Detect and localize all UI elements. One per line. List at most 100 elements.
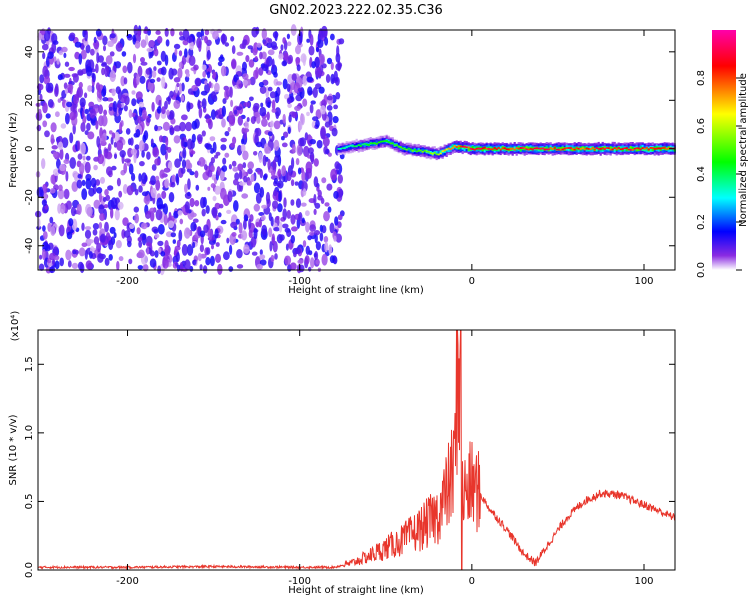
noise-cell: [116, 177, 121, 187]
snr-y-ticks: 0.0 0.5 1.0 1.5: [24, 356, 675, 578]
band-cell: [643, 147, 646, 152]
noise-cell: [302, 240, 307, 248]
band-cell: [669, 147, 672, 152]
band-cell: [581, 147, 584, 150]
noise-cell: [273, 189, 278, 197]
noise-cell: [265, 37, 270, 42]
noise-cell: [320, 105, 326, 115]
noise-cell: [338, 188, 344, 197]
band-cell: [397, 145, 400, 148]
noise-cell: [269, 241, 273, 252]
band-cell: [621, 148, 624, 150]
band-cell: [355, 143, 358, 147]
noise-cell: [116, 260, 120, 271]
noise-cell: [195, 78, 202, 87]
noise-cell: [178, 61, 183, 69]
noise-cell: [201, 208, 206, 217]
noise-cell: [243, 102, 251, 107]
noise-cell: [258, 67, 264, 76]
band-cell: [421, 150, 424, 153]
band-cell: [437, 153, 440, 156]
noise-cell: [95, 63, 99, 74]
noise-cell: [159, 204, 166, 209]
band-cell: [461, 146, 464, 150]
noise-cell: [230, 221, 238, 229]
noise-cell: [324, 36, 329, 46]
noise-cell: [230, 36, 235, 42]
noise-cell: [214, 154, 219, 159]
noise-cell: [140, 39, 147, 48]
noise-cell: [261, 204, 268, 209]
band-cell: [339, 147, 342, 150]
y-tick-label: -40: [24, 238, 35, 254]
noise-cell: [164, 146, 169, 151]
noise-cell: [98, 191, 102, 203]
noise-cell: [302, 98, 308, 107]
band-cell: [431, 152, 434, 155]
band-cell: [639, 148, 642, 151]
noise-cell: [45, 82, 51, 93]
noise-cell: [261, 51, 267, 60]
noise-cell: [91, 72, 95, 79]
noise-cell: [154, 158, 161, 166]
noise-cell: [221, 118, 226, 128]
noise-cell: [55, 111, 60, 118]
noise-cell: [238, 170, 243, 180]
noise-cell: [95, 179, 101, 186]
noise-cell: [318, 86, 325, 94]
noise-cell: [52, 40, 59, 45]
band-cell: [641, 147, 644, 149]
noise-cell: [221, 105, 226, 117]
noise-cell: [184, 48, 188, 58]
noise-cell: [326, 95, 333, 101]
noise-cell: [114, 153, 117, 159]
noise-cell: [256, 115, 261, 124]
noise-cell: [337, 221, 342, 229]
band-cell: [609, 146, 612, 150]
noise-cell: [42, 102, 48, 114]
band-cell: [441, 150, 444, 153]
noise-cell: [292, 143, 296, 154]
band-cell: [419, 149, 422, 154]
noise-cell: [173, 135, 181, 144]
band-cell: [439, 150, 442, 154]
noise-cell: [175, 252, 180, 263]
noise-cell: [46, 56, 50, 68]
noise-cell: [114, 113, 121, 124]
noise-cell: [278, 53, 284, 60]
noise-cell: [260, 214, 266, 221]
y-tick-label: 1.5: [24, 356, 35, 372]
noise-cell: [142, 134, 147, 143]
noise-cell: [72, 170, 79, 178]
noise-cell: [187, 178, 191, 190]
noise-cell: [173, 100, 181, 109]
noise-cell: [52, 258, 56, 266]
noise-cell: [214, 111, 219, 116]
noise-cell: [278, 221, 283, 233]
noise-cell: [100, 176, 105, 184]
noise-cell: [133, 152, 137, 164]
noise-cell: [156, 60, 162, 66]
noise-cell: [296, 64, 301, 72]
noise-cell: [109, 70, 116, 82]
noise-cell: [159, 169, 165, 179]
band-cell: [611, 148, 614, 151]
band-cell: [363, 143, 366, 148]
band-cell: [499, 146, 502, 150]
band-cell: [573, 148, 576, 151]
noise-cell: [210, 157, 215, 164]
noise-cell: [209, 255, 215, 267]
band-cell: [469, 147, 472, 150]
noise-cell: [242, 162, 247, 169]
noise-cell: [285, 243, 289, 251]
noise-cell: [186, 138, 193, 150]
band-cell: [543, 148, 546, 151]
band-cell: [345, 146, 348, 148]
noise-cell: [163, 214, 168, 226]
noise-cell: [259, 186, 265, 198]
noise-cell: [199, 264, 203, 271]
noise-cell: [277, 168, 282, 178]
band-cell: [467, 146, 470, 149]
noise-cell: [291, 73, 297, 81]
noise-cell: [250, 174, 255, 182]
